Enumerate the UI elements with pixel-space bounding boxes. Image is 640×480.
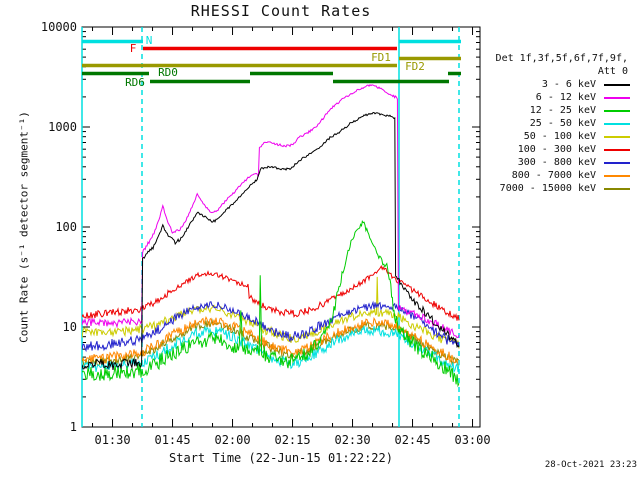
legend-entry-label: 300 - 800 keV — [517, 157, 596, 168]
legend-entry-label: 50 - 100 keV — [523, 131, 596, 142]
x-axis-label: Start Time (22-Jun-15 01:22:22) — [169, 451, 393, 465]
legend-entry: 100 - 300 keV — [496, 143, 630, 156]
x-tick-label: 01:30 — [94, 433, 130, 447]
legend-entry-label: 100 - 300 keV — [517, 144, 596, 155]
x-tick-label: 01:45 — [154, 433, 190, 447]
x-tick-label: 02:15 — [274, 433, 310, 447]
y-axis-label: Count Rate (s⁻¹ detector segment⁻¹) — [17, 111, 31, 343]
x-tick-label: 02:00 — [214, 433, 250, 447]
series-300-800keV — [82, 300, 460, 353]
series-25-50keV — [82, 325, 460, 374]
flag-label-f: F — [130, 42, 137, 55]
legend-entry: 800 - 7000 keV — [496, 169, 630, 182]
series-800-7000keV — [82, 315, 460, 366]
legend-color-dash — [604, 83, 630, 86]
legend-color-dash — [604, 135, 630, 138]
legend-color-dash — [604, 148, 630, 151]
legend-entry: 25 - 50 keV — [496, 117, 630, 130]
y-tick-label: 10 — [63, 320, 77, 334]
y-tick-label: 1000 — [48, 120, 77, 134]
creation-timestamp: 28-Oct-2021 23:23 — [544, 460, 637, 470]
series-group — [82, 83, 460, 388]
legend-detector-line: Det 1f,3f,5f,6f,7f,9f, — [495, 53, 628, 64]
flag-label-rd6: RD6 — [125, 76, 145, 89]
legend-entry-label: 800 - 7000 keV — [511, 170, 596, 181]
flag-label-fd2: FD2 — [405, 60, 425, 73]
series-100-300keV — [82, 264, 460, 321]
legend-entry-label: 6 - 12 keV — [535, 92, 596, 103]
legend-color-dash — [604, 122, 630, 125]
legend-entry: 6 - 12 keV — [496, 91, 630, 104]
y-tick-label: 100 — [55, 220, 77, 234]
flag-label-n: N — [146, 34, 153, 47]
y-tick-label: 1 — [70, 420, 77, 434]
legend-color-dash — [604, 161, 630, 164]
series-3-6keV — [82, 111, 460, 370]
legend-entry: 3 - 6 keV — [496, 78, 630, 91]
flag-label-fd1: FD1 — [371, 51, 391, 64]
legend-entry: 50 - 100 keV — [496, 130, 630, 143]
series-6-12keV — [82, 83, 460, 339]
legend-entry: 12 - 25 keV — [496, 104, 630, 117]
chart-title: RHESSI Count Rates — [190, 2, 372, 20]
legend-entry: 7000 - 15000 keV — [496, 182, 630, 195]
legend-color-dash — [604, 96, 630, 99]
legend-entry-label: 12 - 25 keV — [529, 105, 596, 116]
legend-color-dash — [604, 174, 630, 177]
legend-entry-label: 25 - 50 keV — [529, 118, 596, 129]
legend-attenuator-line: Att 0 — [597, 66, 628, 77]
legend-color-dash — [604, 109, 630, 112]
legend-entry: 300 - 800 keV — [496, 156, 630, 169]
flag-label-rd0: RD0 — [158, 66, 178, 79]
legend-color-dash — [604, 187, 630, 190]
x-tick-label: 03:00 — [454, 433, 490, 447]
legend-entry-label: 7000 - 15000 keV — [499, 183, 596, 194]
x-tick-label: 02:45 — [394, 433, 430, 447]
legend: Det 1f,3f,5f,6f,7f,9f, Att 0 3 - 6 keV 6 … — [496, 52, 630, 195]
y-tick-label: 10000 — [41, 20, 77, 34]
x-tick-label: 02:30 — [334, 433, 370, 447]
series-12-25keV — [82, 220, 460, 388]
legend-entry-label: 3 - 6 keV — [541, 79, 596, 90]
